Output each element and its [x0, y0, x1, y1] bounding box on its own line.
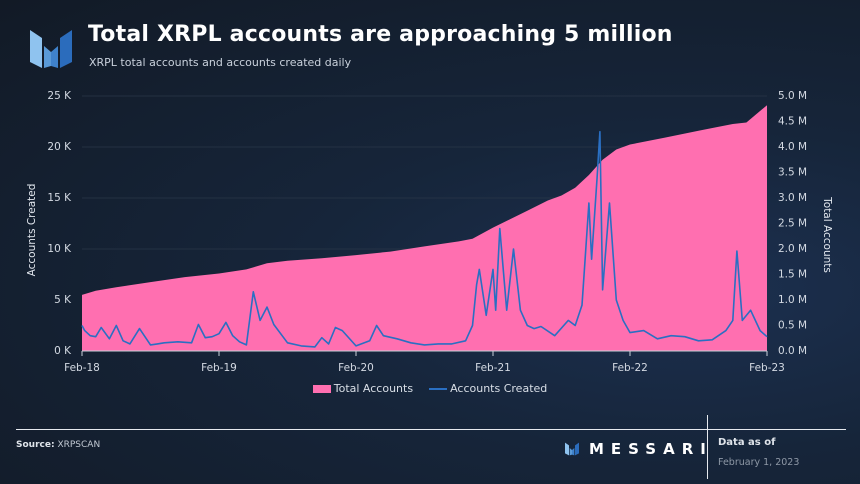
svg-text:Feb-20: Feb-20: [338, 362, 374, 374]
svg-text:Feb-23: Feb-23: [749, 362, 785, 374]
messari-brand: MESSARI: [563, 440, 713, 458]
y-axis-left-labels: 0 K 5 K 10 K 15 K 20 K 25 K: [47, 90, 72, 357]
x-axis-ticks: [81, 351, 768, 356]
x-axis-labels: Feb-18 Feb-19 Feb-20 Feb-21 Feb-22 Feb-2…: [64, 362, 785, 374]
svg-text:5.0 M: 5.0 M: [778, 90, 807, 102]
svg-text:3.0 M: 3.0 M: [778, 192, 807, 204]
y-axis-left-title: Accounts Created: [26, 184, 38, 277]
area-swatch-icon: [312, 384, 331, 393]
plot-series: [81, 105, 768, 351]
svg-text:Feb-19: Feb-19: [201, 362, 237, 374]
messari-logo-small-icon: [565, 442, 579, 456]
data-as-of-date: February 1, 2023: [718, 457, 800, 468]
svg-text:1.0 M: 1.0 M: [778, 294, 807, 306]
legend-item-accounts-created[interactable]: Accounts Created: [429, 382, 547, 395]
line-swatch-icon: [429, 387, 448, 390]
svg-text:2.0 M: 2.0 M: [778, 243, 807, 255]
brand-name: MESSARI: [589, 440, 713, 458]
svg-text:4.5 M: 4.5 M: [778, 116, 807, 128]
svg-text:10 K: 10 K: [47, 243, 72, 255]
source-value: XRPSCAN: [57, 440, 101, 450]
svg-text:1.5 M: 1.5 M: [778, 269, 807, 281]
legend-label: Total Accounts: [333, 382, 414, 395]
svg-text:0.5 M: 0.5 M: [778, 320, 807, 332]
svg-text:Feb-18: Feb-18: [64, 362, 100, 374]
svg-text:25 K: 25 K: [47, 90, 72, 102]
y-axis-right-title: Total Accounts: [821, 196, 833, 273]
footer-divider: [16, 429, 846, 430]
data-as-of-label: Data as of: [718, 437, 776, 448]
legend-item-total-accounts[interactable]: Total Accounts: [312, 382, 414, 395]
svg-text:5 K: 5 K: [54, 294, 72, 306]
svg-text:2.5 M: 2.5 M: [778, 218, 807, 230]
svg-text:20 K: 20 K: [47, 141, 72, 153]
accounts-created-line: [81, 130, 768, 348]
svg-text:0.0 M: 0.0 M: [778, 345, 807, 357]
svg-text:Feb-22: Feb-22: [612, 362, 648, 374]
messari-logo-icon: [30, 30, 72, 68]
svg-text:3.5 M: 3.5 M: [778, 167, 807, 179]
chart-subtitle: XRPL total accounts and accounts created…: [89, 56, 352, 69]
chart-legend: Total Accounts Accounts Created: [0, 382, 860, 395]
svg-text:0 K: 0 K: [54, 345, 72, 357]
legend-label: Accounts Created: [450, 382, 548, 395]
y-axis-right-labels: 0.0 M 0.5 M 1.0 M 1.5 M 2.0 M 2.5 M 3.0 …: [778, 90, 807, 357]
footer-vertical-divider: [707, 415, 708, 479]
svg-text:15 K: 15 K: [47, 192, 72, 204]
chart-title: Total XRPL accounts are approaching 5 mi…: [88, 22, 673, 47]
svg-text:4.0 M: 4.0 M: [778, 141, 807, 153]
source-note: Source: XRPSCAN: [16, 440, 100, 450]
total-accounts-area: [82, 105, 767, 351]
source-label: Source:: [16, 440, 55, 450]
svg-text:Feb-21: Feb-21: [475, 362, 511, 374]
chart-area: Feb-18 Feb-19 Feb-20 Feb-21 Feb-22 Feb-2…: [26, 90, 833, 374]
